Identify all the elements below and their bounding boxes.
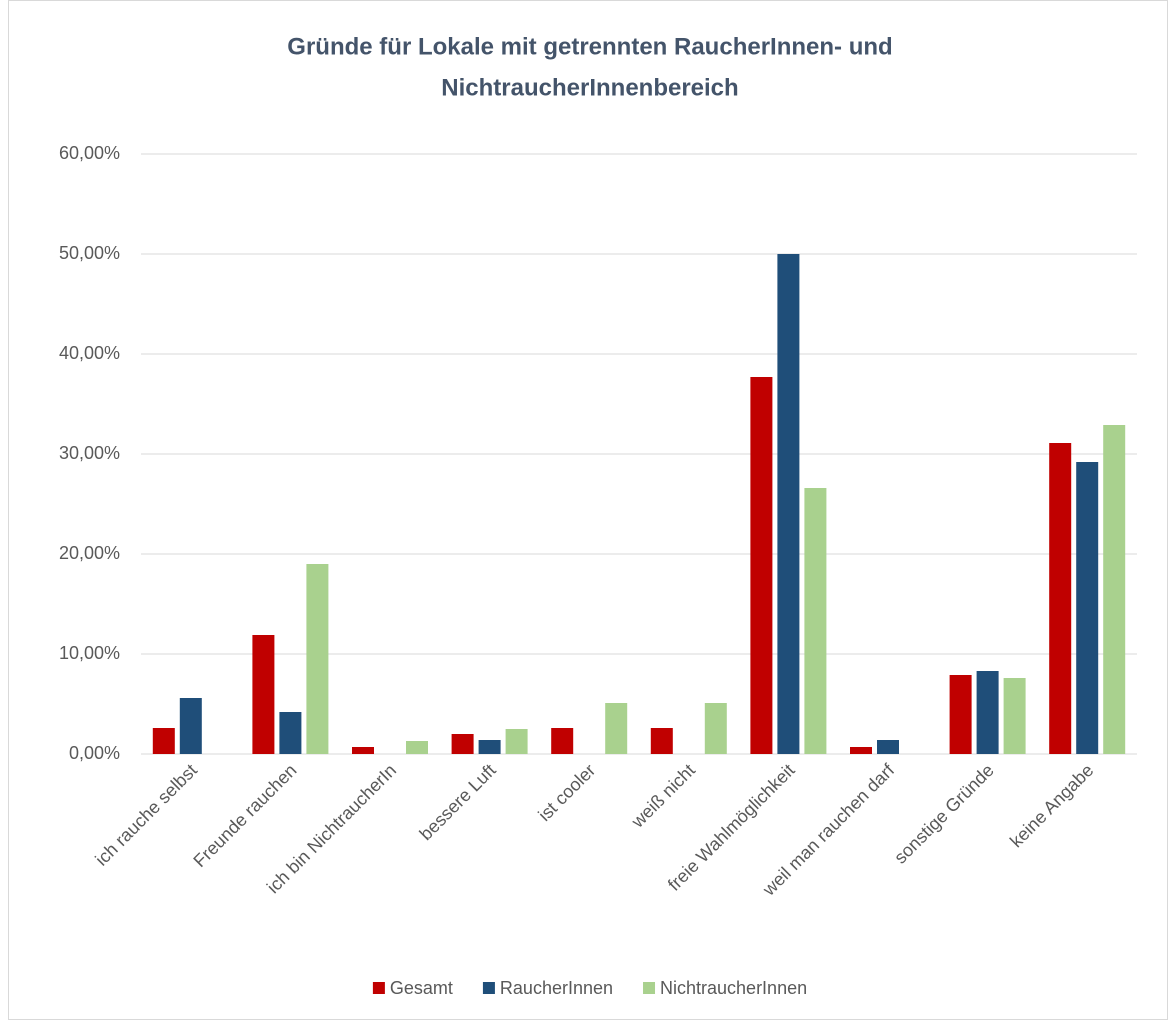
bar (605, 703, 628, 754)
y-tick-label: 50,00% (59, 243, 120, 263)
bar (1103, 425, 1126, 754)
bar (1003, 678, 1026, 754)
legend-label: RaucherInnen (500, 978, 613, 998)
bar (650, 728, 673, 754)
chart-title: NichtraucherInnenbereich (441, 74, 738, 101)
bar (750, 377, 773, 754)
legend-label: NichtraucherInnen (660, 978, 807, 998)
bar (406, 741, 428, 754)
bar (279, 712, 302, 754)
chart-title: Gründe für Lokale mit getrennten Raucher… (287, 33, 892, 60)
bar (551, 728, 574, 754)
bar (1049, 443, 1072, 754)
bar (850, 747, 872, 754)
bar (451, 734, 474, 754)
bar (505, 729, 528, 754)
bar (1076, 462, 1099, 754)
bar (976, 671, 999, 754)
bar (777, 254, 800, 754)
y-tick-label: 0,00% (69, 743, 120, 763)
y-tick-label: 20,00% (59, 543, 120, 563)
bar (352, 747, 374, 754)
y-tick-label: 40,00% (59, 343, 120, 363)
chart-frame (8, 0, 1168, 1020)
legend-swatch (482, 982, 495, 994)
bar (179, 698, 202, 754)
bar (306, 564, 329, 754)
bar (877, 740, 899, 754)
y-tick-label: 10,00% (59, 643, 120, 663)
bar (478, 740, 501, 754)
legend-swatch (643, 982, 656, 994)
y-tick-label: 60,00% (59, 143, 120, 163)
bar (252, 635, 275, 754)
legend-swatch (372, 982, 385, 994)
y-tick-label: 30,00% (59, 443, 120, 463)
legend-label: Gesamt (390, 978, 453, 998)
bar (804, 488, 827, 754)
bar (704, 703, 727, 754)
bar (152, 728, 175, 754)
bar (949, 675, 972, 754)
